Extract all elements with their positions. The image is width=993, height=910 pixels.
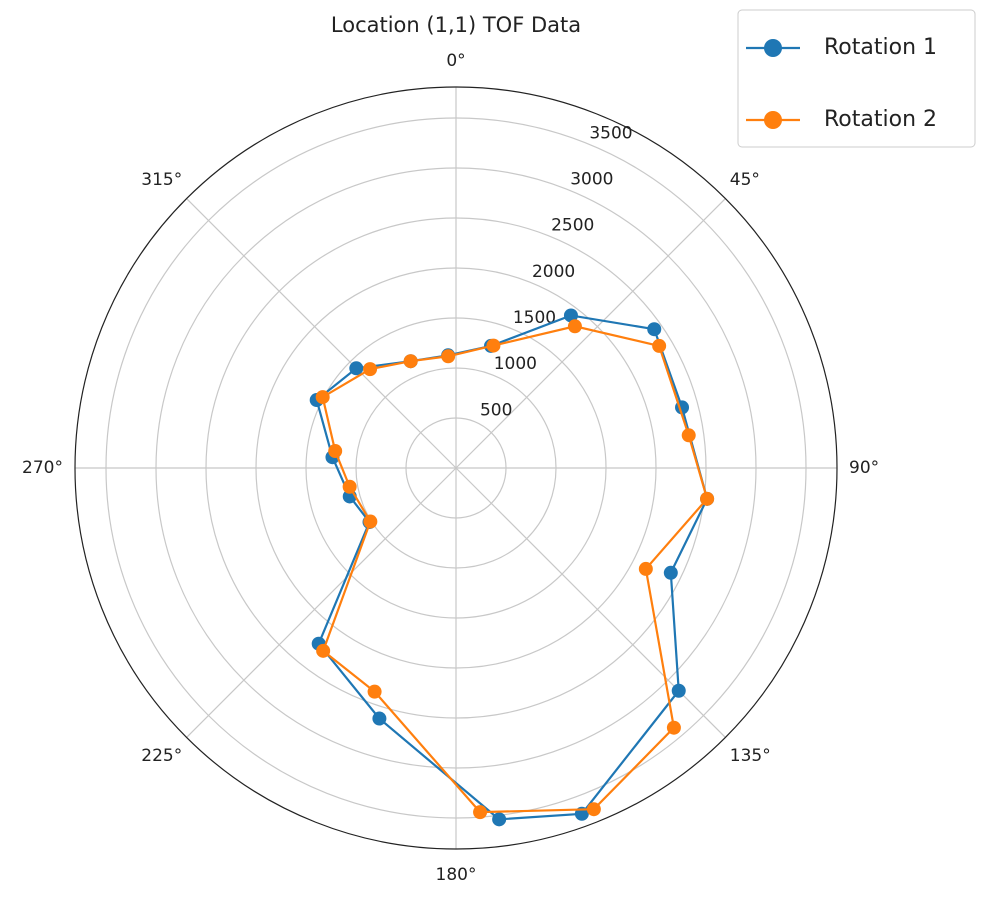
point bbox=[586, 802, 601, 817]
theta-tick-label: 225° bbox=[141, 746, 182, 766]
point bbox=[316, 643, 331, 658]
legend-marker bbox=[764, 111, 782, 129]
r-tick-label: 2500 bbox=[551, 216, 594, 236]
point bbox=[342, 479, 357, 494]
r-tick-label: 3500 bbox=[589, 123, 632, 143]
point bbox=[663, 565, 678, 580]
legend-box bbox=[737, 9, 976, 148]
point bbox=[349, 361, 364, 376]
theta-tick-label: 45° bbox=[730, 170, 760, 190]
point bbox=[473, 805, 488, 820]
grid-spoke bbox=[186, 467, 457, 738]
grid-spoke bbox=[186, 198, 457, 469]
r-tick-label: 3000 bbox=[570, 169, 613, 189]
legend-label: Rotation 2 bbox=[824, 107, 937, 132]
point bbox=[671, 683, 686, 698]
grid-spoke bbox=[455, 467, 726, 738]
point bbox=[403, 354, 418, 369]
grid-spoke bbox=[455, 198, 726, 469]
point bbox=[441, 349, 456, 364]
point bbox=[700, 491, 715, 506]
r-tick-label: 1000 bbox=[494, 354, 537, 374]
point bbox=[486, 338, 501, 353]
point bbox=[315, 390, 330, 405]
point bbox=[638, 561, 653, 576]
point bbox=[363, 362, 378, 377]
point bbox=[372, 711, 387, 726]
theta-tick-label: 270° bbox=[22, 458, 63, 478]
point bbox=[567, 319, 582, 334]
r-tick-label: 1500 bbox=[513, 308, 556, 328]
legend-marker bbox=[764, 39, 782, 57]
point bbox=[328, 444, 343, 459]
point bbox=[363, 514, 378, 529]
chart-title: Location (1,1) TOF Data bbox=[331, 13, 581, 37]
legend-label: Rotation 1 bbox=[824, 35, 937, 60]
theta-tick-label: 180° bbox=[436, 865, 477, 885]
r-tick-label: 500 bbox=[480, 400, 512, 420]
theta-tick-label: 90° bbox=[849, 458, 879, 478]
point bbox=[367, 684, 382, 699]
theta-tick-label: 315° bbox=[141, 170, 182, 190]
point bbox=[563, 308, 578, 323]
theta-tick-label: 0° bbox=[446, 51, 465, 71]
r-tick-label: 2000 bbox=[532, 262, 575, 282]
polar-frame bbox=[74, 86, 838, 850]
point bbox=[652, 338, 667, 353]
point bbox=[681, 428, 696, 443]
theta-tick-label: 135° bbox=[730, 746, 771, 766]
point bbox=[666, 720, 681, 735]
point bbox=[647, 322, 662, 337]
point bbox=[492, 812, 507, 827]
